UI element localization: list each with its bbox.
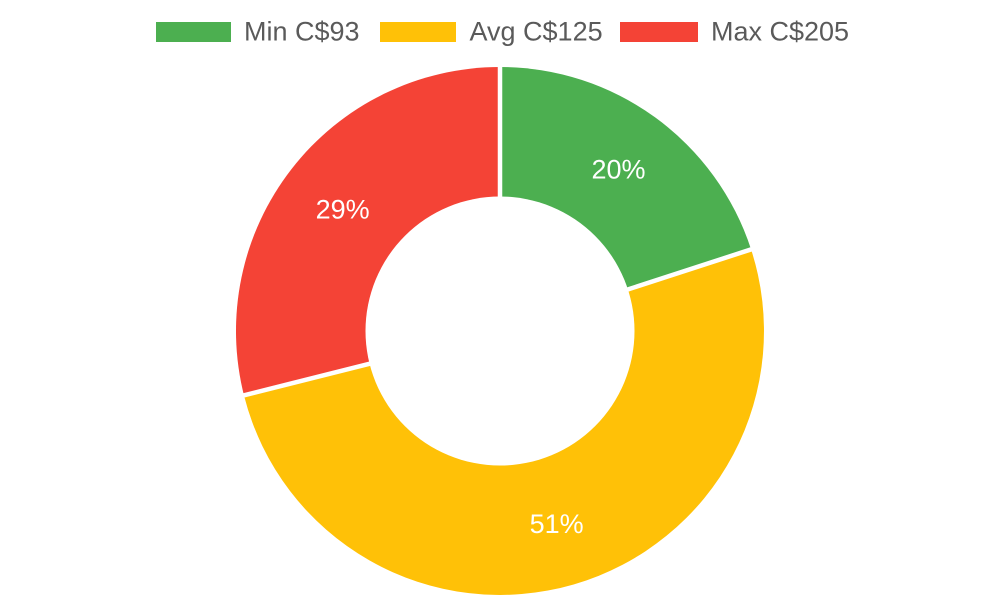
svg-text:51%: 51% [530, 509, 584, 539]
svg-text:20%: 20% [591, 155, 645, 185]
svg-text:Min C$93: Min C$93 [244, 17, 360, 47]
svg-text:29%: 29% [316, 195, 370, 225]
svg-text:Max C$205: Max C$205 [711, 17, 849, 47]
svg-text:Avg C$125: Avg C$125 [470, 17, 603, 47]
